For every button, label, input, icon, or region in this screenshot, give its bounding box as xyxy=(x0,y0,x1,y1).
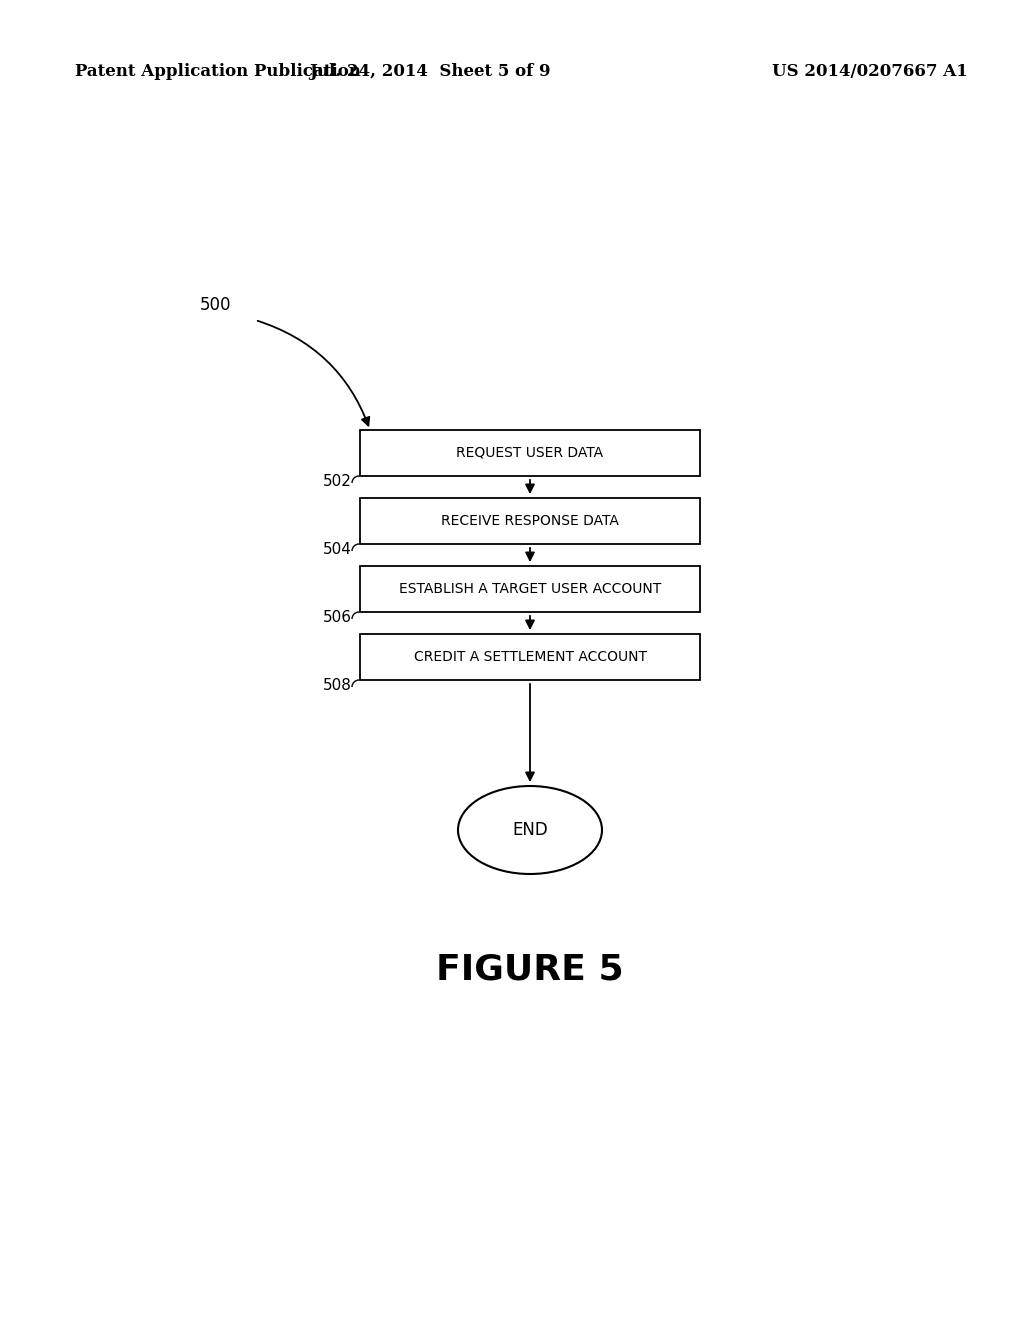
Text: END: END xyxy=(512,821,548,840)
Text: Patent Application Publication: Patent Application Publication xyxy=(75,63,360,81)
Text: 500: 500 xyxy=(200,296,231,314)
Text: US 2014/0207667 A1: US 2014/0207667 A1 xyxy=(772,63,968,81)
Text: 504: 504 xyxy=(324,543,352,557)
Text: 502: 502 xyxy=(324,474,352,488)
Text: Jul. 24, 2014  Sheet 5 of 9: Jul. 24, 2014 Sheet 5 of 9 xyxy=(309,63,551,81)
Text: CREDIT A SETTLEMENT ACCOUNT: CREDIT A SETTLEMENT ACCOUNT xyxy=(414,649,646,664)
Text: RECEIVE RESPONSE DATA: RECEIVE RESPONSE DATA xyxy=(441,513,618,528)
Bar xyxy=(360,430,700,477)
Text: ESTABLISH A TARGET USER ACCOUNT: ESTABLISH A TARGET USER ACCOUNT xyxy=(399,582,662,597)
Text: 506: 506 xyxy=(323,610,352,624)
Ellipse shape xyxy=(458,785,602,874)
Bar xyxy=(360,498,700,544)
Text: REQUEST USER DATA: REQUEST USER DATA xyxy=(457,446,603,459)
Text: FIGURE 5: FIGURE 5 xyxy=(436,952,624,986)
Text: 508: 508 xyxy=(324,678,352,693)
Bar xyxy=(360,634,700,680)
Bar xyxy=(360,566,700,612)
